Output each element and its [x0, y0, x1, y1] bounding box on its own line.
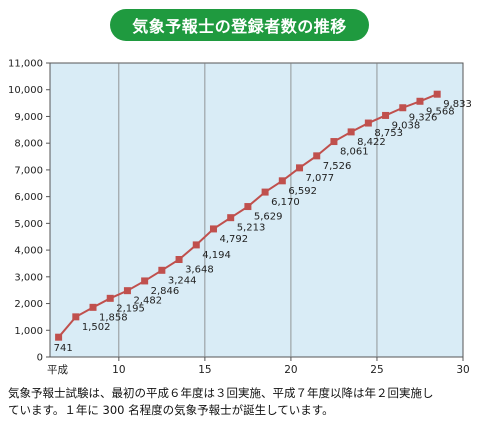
- y-tick-label: 10,000: [8, 85, 43, 96]
- data-label: 9,568: [426, 106, 455, 117]
- data-point: [227, 214, 235, 222]
- data-label: 1,858: [99, 312, 128, 323]
- x-tick-label: 30: [456, 364, 469, 376]
- data-point: [141, 277, 149, 285]
- x-tick-label: 20: [284, 364, 297, 376]
- y-tick-label: 11,000: [8, 59, 43, 70]
- data-label: 7,077: [306, 173, 335, 184]
- grid: [118, 63, 378, 357]
- data-label: 2,482: [133, 296, 162, 307]
- data-point: [106, 294, 114, 302]
- y-tick-label: 9,000: [14, 112, 43, 123]
- data-label: 3,244: [168, 275, 197, 286]
- y-tick-label: 4,000: [14, 246, 43, 257]
- data-point: [347, 128, 355, 136]
- data-point: [55, 333, 63, 341]
- data-point: [433, 90, 441, 98]
- axes: 10 15 20 25 30 平成 0 1,000 2,000 3,000 4,000 5,000 6,…: [8, 59, 470, 377]
- data-label: 8,422: [357, 137, 386, 148]
- data-point: [416, 97, 424, 105]
- data-point: [261, 188, 269, 196]
- data-label: 8,061: [340, 147, 369, 158]
- y-tick-label: 7,000: [14, 165, 43, 176]
- data-label: 1,502: [82, 322, 111, 333]
- data-label: 3,648: [185, 264, 214, 275]
- x-tick-label: 10: [112, 364, 125, 376]
- data-point: [72, 313, 80, 321]
- y-tick-label: 2,000: [14, 299, 43, 310]
- y-tick-label: 0: [37, 353, 43, 364]
- data-label: 6,170: [271, 197, 300, 208]
- data-label: 5,629: [254, 212, 283, 223]
- data-label: 9,833: [443, 99, 472, 110]
- data-point: [364, 119, 372, 127]
- data-label: 4,194: [202, 250, 231, 261]
- y-tick-label: 3,000: [14, 272, 43, 283]
- data-point: [278, 177, 286, 185]
- data-point: [313, 152, 321, 160]
- chart-title: 気象予報士の登録者数の推移: [132, 17, 347, 36]
- series-registrants: [55, 90, 441, 341]
- caption-line-1: 気象予報士試験は、最初の平成６年度は３回実施、平成７年度以降は年２回実施し: [8, 386, 434, 400]
- data-point: [123, 287, 131, 295]
- data-label: 4,792: [219, 234, 248, 245]
- y-tick-label: 5,000: [14, 219, 43, 230]
- data-label: 2,195: [116, 303, 145, 314]
- x-axis-label: 平成: [47, 364, 68, 376]
- data-point: [192, 241, 200, 249]
- data-point: [296, 164, 304, 172]
- data-label: 7,526: [323, 161, 352, 172]
- x-tick-label: 25: [370, 364, 383, 376]
- data-point: [158, 266, 166, 274]
- data-label: 9,038: [392, 120, 421, 131]
- data-point: [382, 111, 390, 119]
- y-tick-label: 1,000: [14, 326, 43, 337]
- data-label: 5,213: [237, 223, 266, 234]
- data-point: [330, 138, 338, 146]
- data-label: 6,592: [288, 186, 317, 197]
- data-point: [89, 303, 97, 311]
- caption: 気象予報士試験は、最初の平成６年度は３回実施、平成７年度以降は年２回実施し てい…: [8, 385, 474, 419]
- data-label: 9,326: [409, 113, 438, 124]
- x-tick-label: 15: [198, 364, 211, 376]
- caption-line-2: ています。１年に 300 名程度の気象予報士が誕生しています。: [8, 403, 334, 417]
- data-label: 2,846: [151, 286, 180, 297]
- data-point: [399, 104, 407, 112]
- data-label: 8,753: [374, 128, 403, 139]
- line-chart: 10 15 20 25 30 平成 0 1,000 2,000 3,000 4,000 5,000 6,…: [8, 59, 472, 377]
- chart-title-banner: 気象予報士の登録者数の推移: [110, 9, 369, 41]
- y-tick-label: 6,000: [14, 192, 43, 203]
- data-label: 741: [54, 343, 73, 354]
- data-point: [175, 255, 183, 263]
- data-point: [209, 225, 217, 233]
- y-tick-label: 8,000: [14, 139, 43, 150]
- data-point: [244, 203, 252, 211]
